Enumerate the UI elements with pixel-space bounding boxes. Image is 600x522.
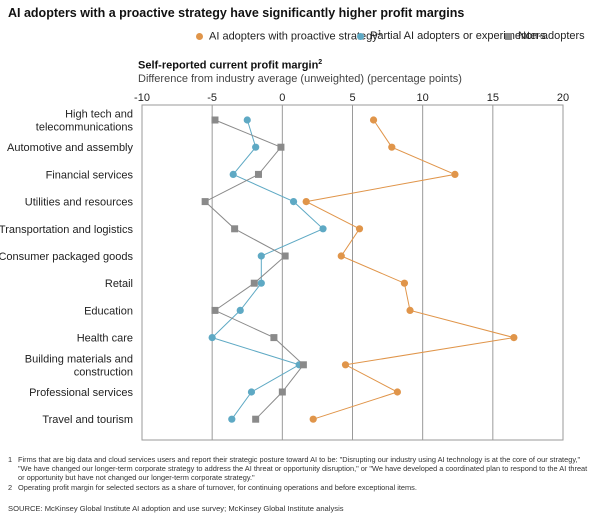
- marker-non-10: [278, 388, 286, 396]
- marker-proactive-0: [369, 116, 378, 124]
- marker-non-11: [252, 415, 260, 423]
- legend-label-non: Non-adopters: [518, 30, 585, 42]
- legend-label-partial: Partial AI adopters or experimenters: [370, 30, 546, 42]
- footnote-1: 1 Firms that are big data and cloud serv…: [8, 455, 592, 483]
- category-label-7: Education: [84, 305, 133, 317]
- series-line-proactive: [304, 119, 515, 420]
- category-label-8: Health care: [77, 333, 133, 345]
- marker-partial-4: [319, 225, 327, 233]
- marker-proactive-5: [337, 252, 345, 260]
- marker-non-1: [277, 143, 285, 151]
- marker-partial-1: [252, 143, 260, 151]
- source-note: SOURCE: McKinsey Global Institute AI ado…: [8, 504, 344, 513]
- chart-plot: -10 -5 0 5 10 15 20 High tech andtelecommunicat…: [0, 92, 569, 441]
- category-label-5: Consumer packaged goods: [0, 251, 133, 263]
- footnotes: 1 Firms that are big data and cloud serv…: [8, 455, 592, 492]
- footnote-2: 2 Operating profit margin for selected s…: [8, 483, 592, 492]
- marker-proactive-4: [355, 225, 364, 233]
- marker-partial-11: [228, 415, 236, 423]
- legend-marker-proactive: [196, 33, 203, 41]
- series-line-partial: [211, 119, 324, 420]
- chart-title: AI adopters with a proactive strategy ha…: [8, 6, 465, 20]
- legend: AI adopters with proactive strategy1 Par…: [0, 30, 600, 46]
- legend-label-proactive-sup: 1: [377, 30, 382, 37]
- marker-proactive-10: [393, 388, 402, 396]
- marker-non-0: [211, 116, 219, 124]
- marker-proactive-11: [309, 415, 317, 423]
- category-label-9-line-1: construction: [74, 366, 133, 378]
- category-label-2: Financial services: [46, 169, 134, 181]
- marker-proactive-7: [406, 306, 414, 314]
- legend-item-proactive: AI adopters with proactive strategy1: [196, 30, 382, 43]
- subtitle-secondary: Difference from industry average (unweig…: [138, 72, 462, 85]
- marker-proactive-9: [341, 361, 350, 369]
- marker-non-8: [270, 334, 278, 342]
- marker-non-2: [254, 170, 262, 178]
- marker-partial-7: [236, 306, 244, 314]
- x-tick-label-2: 0: [279, 92, 285, 104]
- marker-non-5: [281, 252, 289, 260]
- x-tick-label-4: 10: [417, 92, 429, 104]
- series-line-non: [204, 119, 305, 420]
- category-label-11: Travel and tourism: [42, 414, 133, 426]
- legend-marker-non: [505, 32, 512, 40]
- marker-proactive-8: [510, 334, 518, 342]
- subtitle-main-sup: 2: [318, 59, 323, 66]
- marker-partial-8: [208, 334, 216, 342]
- footnote-1-text: Firms that are big data and cloud servic…: [18, 455, 588, 483]
- marker-partial-3: [289, 198, 298, 206]
- marker-proactive-3: [302, 198, 310, 206]
- x-tick-label-0: -10: [134, 92, 150, 104]
- x-tick-label-1: -5: [207, 92, 217, 104]
- category-label-1: Automotive and assembly: [7, 142, 133, 154]
- marker-partial-5: [257, 252, 265, 260]
- x-tick-label-5: 15: [487, 92, 499, 104]
- marker-partial-6: [257, 279, 265, 287]
- marker-proactive-1: [388, 143, 396, 151]
- marker-partial-0: [243, 116, 251, 124]
- marker-partial-10: [247, 388, 256, 396]
- category-label-10: Professional services: [29, 387, 133, 399]
- marker-non-7: [211, 306, 219, 314]
- legend-label-proactive: AI adopters with proactive strategy: [209, 30, 378, 43]
- marker-non-6: [250, 279, 258, 287]
- marker-partial-2: [229, 170, 237, 178]
- legend-item-partial: Partial AI adopters or experimenters: [357, 30, 545, 42]
- marker-non-4: [231, 225, 239, 233]
- category-label-0-line-1: telecommunications: [36, 122, 134, 134]
- x-tick-label-6: 20: [557, 92, 569, 104]
- category-label-0-line-0: High tech and: [65, 109, 133, 121]
- marker-proactive-2: [451, 170, 459, 178]
- legend-marker-partial: [357, 32, 364, 40]
- legend-item-non: Non-adopters: [505, 30, 585, 42]
- footnote-2-text: Operating profit margin for selected sec…: [18, 482, 417, 492]
- marker-proactive-6: [400, 279, 409, 287]
- chart-subtitle: Self-reported current profit margin2 Dif…: [138, 59, 462, 85]
- marker-non-3: [201, 198, 209, 206]
- category-label-4: Transportation and logistics: [0, 224, 133, 236]
- footnote-2-number: 2: [8, 482, 13, 492]
- x-tick-label-3: 5: [349, 92, 355, 104]
- category-label-6: Retail: [105, 278, 133, 290]
- footnote-1-number: 1: [8, 455, 13, 464]
- marker-non-9: [299, 361, 307, 369]
- category-label-9-line-0: Building materials and: [25, 353, 133, 365]
- subtitle-main: Self-reported current profit margin: [138, 59, 319, 72]
- category-label-3: Utilities and resources: [25, 197, 134, 209]
